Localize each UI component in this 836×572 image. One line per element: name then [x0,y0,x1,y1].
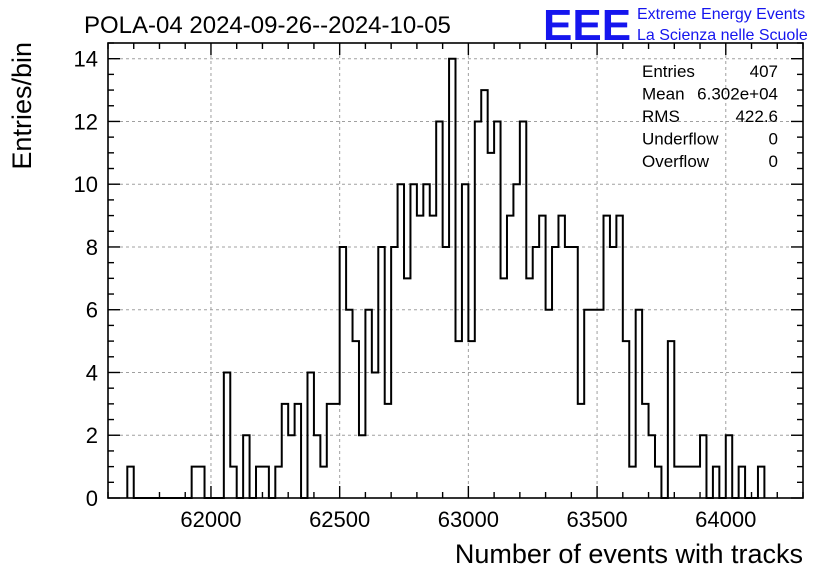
histogram-bin [674,467,680,498]
stats-value: 407 [750,62,778,81]
y-tick-label: 2 [86,423,98,448]
histogram-bin [488,153,494,498]
histogram-bin [456,341,462,498]
stats-label: Mean [642,85,685,104]
histogram-bin [591,310,597,498]
histogram-bin [468,341,474,498]
histogram-bin [597,310,603,498]
stats-value: 0 [769,152,778,171]
stats-label: Entries [642,62,695,81]
y-tick-label: 12 [74,109,98,134]
stats-value: 422.6 [735,107,778,126]
histogram-bin [404,278,410,498]
y-tick-label: 8 [86,235,98,260]
logo-mark: EEE [543,1,631,50]
histogram-bin [526,278,532,498]
x-tick-label: 62000 [180,507,241,532]
histogram-bin [417,216,423,498]
histogram-bin [694,467,700,498]
y-tick-label: 10 [74,172,98,197]
x-tick-labels: 62000 62500 63000 63500 64000 [180,507,756,532]
x-tick-label: 64000 [695,507,756,532]
histogram-bin [558,216,564,498]
histogram-bin [423,184,429,498]
stats-value: 6.302e+04 [697,85,778,104]
histogram-bin [681,467,687,498]
plot-frame [107,42,804,499]
histogram-bars [126,57,766,499]
histogram-bin [385,404,391,498]
logo-line1: Extreme Energy Events [637,6,805,23]
histogram-bin [501,278,507,498]
stats-box: Entries 407 Mean 6.302e+04 RMS 422.6 Underflow… [642,62,778,171]
x-tick-label: 62500 [309,507,370,532]
x-axis-title: Number of events with tracks [455,539,803,569]
x-tick-label: 63000 [438,507,499,532]
histogram-bin [359,435,365,498]
y-tick-label: 4 [86,360,98,385]
y-tick-labels: 0 2 4 6 8 10 12 14 [74,47,98,511]
histogram-bin [546,310,552,498]
chart-title: POLA-04 2024-09-26--2024-10-05 [84,12,451,39]
y-tick-label: 14 [74,47,98,72]
axis-ticks [107,42,804,499]
stats-label: Overflow [642,152,710,171]
x-tick-label: 63500 [566,507,627,532]
histogram-bin [333,404,339,498]
histogram-bin [430,216,436,498]
histogram-bin [687,467,693,498]
stats-value: 0 [769,130,778,149]
eee-logo: EEE Extreme Energy Events La Scienza nel… [543,1,808,50]
histogram-bin [578,404,584,498]
stats-label: RMS [642,107,680,126]
histogram-bin [288,435,294,498]
histogram-outline [126,57,766,499]
histogram-bin [513,184,519,498]
logo-line2: La Scienza nelle Scuole [637,27,808,44]
y-tick-label: 0 [86,486,98,511]
y-tick-label: 6 [86,298,98,323]
histogram-bin [629,467,635,498]
stats-label: Underflow [642,130,719,149]
histogram-bin [320,467,326,498]
y-axis-title: Entries/bin [7,42,37,170]
